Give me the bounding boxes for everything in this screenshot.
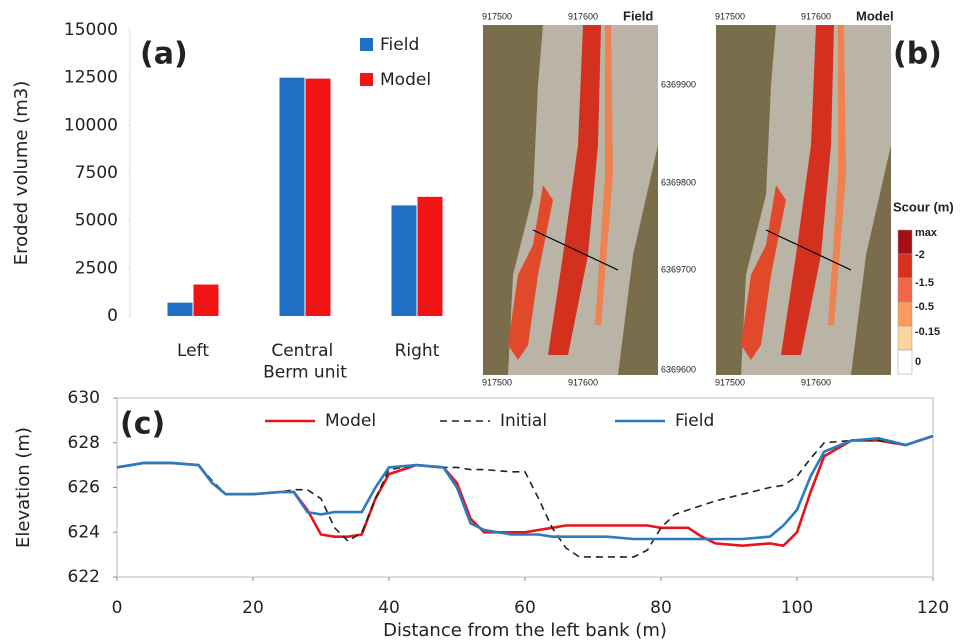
colorbar-swatch xyxy=(898,302,912,326)
map-tick-label: 917600 xyxy=(568,11,598,21)
map-tick-label: 6369900 xyxy=(661,79,696,89)
map-tick-label: 917600 xyxy=(801,11,831,21)
panel-label: (b) xyxy=(893,37,942,72)
colorbar-swatch xyxy=(898,254,912,278)
y-tick-label: 15000 xyxy=(64,20,118,40)
y-tick-label: 10000 xyxy=(64,115,118,135)
colorbar-swatch xyxy=(898,230,912,254)
x-tick-label: 60 xyxy=(514,598,536,618)
map-tick-label: 6369700 xyxy=(661,264,696,274)
y-axis-label: Eroded volume (m3) xyxy=(11,81,32,265)
y-tick-label: 5000 xyxy=(75,211,118,231)
colorbar-label: max xyxy=(915,227,938,239)
panel-label: (c) xyxy=(120,407,165,442)
y-tick-label: 2500 xyxy=(75,258,118,278)
x-tick-label: 100 xyxy=(781,598,813,618)
y-tick-label: 628 xyxy=(68,433,100,453)
map-tick-label: 6369600 xyxy=(661,364,696,374)
bar xyxy=(194,285,219,316)
colorbar-swatch xyxy=(898,278,912,302)
map-tick-label: 917500 xyxy=(482,11,512,21)
bar xyxy=(168,303,193,316)
maps: Field 917500 917500 917600 917600 6369900 6369… xyxy=(482,8,954,387)
bar xyxy=(418,197,443,316)
line-series xyxy=(117,436,933,557)
legend-label: Model xyxy=(325,411,376,431)
map-tick-label: 6369800 xyxy=(661,177,696,187)
map-title: Model xyxy=(856,8,894,23)
legend-swatch xyxy=(360,38,373,51)
legend-label: Field xyxy=(675,411,714,431)
legend-swatch xyxy=(360,73,373,86)
map-tick-label: 917500 xyxy=(715,377,745,387)
colorbar-label: 0 xyxy=(915,356,921,368)
panel-label: (a) xyxy=(140,37,188,72)
x-tick-label: Right xyxy=(395,341,440,361)
y-tick-label: 12500 xyxy=(64,68,118,88)
y-tick-label: 0 xyxy=(107,306,118,326)
y-tick-label: 622 xyxy=(68,567,100,587)
x-tick-label: Central Berm unit xyxy=(263,341,347,382)
x-tick-label: 40 xyxy=(378,598,400,618)
y-tick-label: 624 xyxy=(68,522,100,542)
map-tick-label: 917500 xyxy=(482,377,512,387)
map-tick-label: 917600 xyxy=(801,377,831,387)
legend-label: Initial xyxy=(500,411,547,431)
bar xyxy=(280,78,305,316)
legend-label: Model xyxy=(380,70,431,90)
y-tick-label: 630 xyxy=(68,388,100,408)
x-tick-label: 0 xyxy=(112,598,123,618)
y-axis-label: Elevation (m) xyxy=(13,427,34,548)
colorbar-label: -0.15 xyxy=(915,326,940,338)
y-tick-label: 7500 xyxy=(75,163,118,183)
bar xyxy=(306,79,331,316)
line-series xyxy=(117,436,933,539)
colorbar-swatch xyxy=(898,350,912,374)
x-tick-label: 20 xyxy=(242,598,264,618)
x-tick-label: 80 xyxy=(650,598,672,618)
x-tick-label: Left xyxy=(177,341,209,361)
y-tick-label: 626 xyxy=(68,478,100,498)
colorbar-swatch xyxy=(898,326,912,350)
map-title: Field xyxy=(623,8,653,23)
bar xyxy=(392,205,417,316)
figure: Field 917500 917500 917600 917600 6369900 6369… xyxy=(0,0,977,644)
map-tick-label: 917500 xyxy=(715,11,745,21)
colorbar-label: -1.5 xyxy=(915,277,934,289)
x-axis-label: Distance from the left bank (m) xyxy=(383,620,667,641)
legend-label: Field xyxy=(380,35,419,55)
colorbar-label: -0.5 xyxy=(915,301,934,313)
line-series xyxy=(117,436,933,546)
x-tick-label: 120 xyxy=(917,598,949,618)
colorbar-title: Scour (m) xyxy=(893,199,954,214)
map-tick-label: 917600 xyxy=(568,377,598,387)
colorbar-label: -2 xyxy=(915,249,925,261)
